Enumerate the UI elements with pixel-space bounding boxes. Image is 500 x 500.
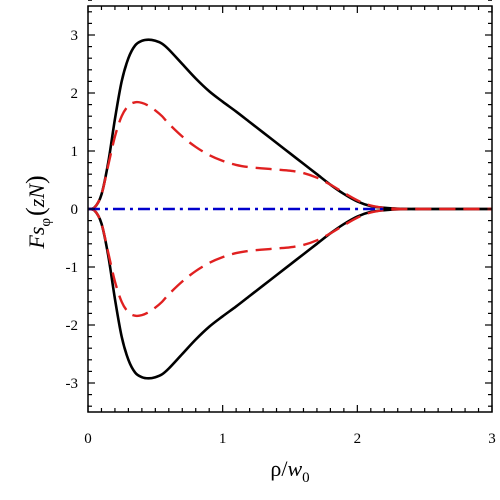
y-tick-label: -2 — [66, 318, 79, 334]
y-tick-label: -3 — [66, 376, 79, 392]
x-tick-label: 2 — [354, 431, 362, 447]
y-tick-label: 1 — [71, 144, 79, 160]
y-axis-label: Fsφ(zN) — [21, 175, 54, 249]
series-line-4-dashed — [87, 207, 493, 318]
x-axis-label: ρ/w0 — [270, 456, 309, 486]
series-line-3-dashed — [87, 100, 493, 211]
y-tick-label: 0 — [71, 202, 79, 218]
tick-layer: 0 1 2 3 -3 -2 -1 0 1 2 3 — [66, 0, 496, 447]
series-layer — [87, 38, 493, 380]
y-tick-label: 2 — [71, 86, 79, 102]
series-line-1-solid — [87, 38, 492, 211]
y-tick-label: -1 — [66, 260, 79, 276]
y-tick-label: 3 — [71, 28, 79, 44]
x-tick-label: 3 — [488, 431, 496, 447]
series-line-2-solid — [87, 207, 492, 380]
x-tick-label: 1 — [219, 431, 227, 447]
x-tick-label: 0 — [84, 431, 92, 447]
